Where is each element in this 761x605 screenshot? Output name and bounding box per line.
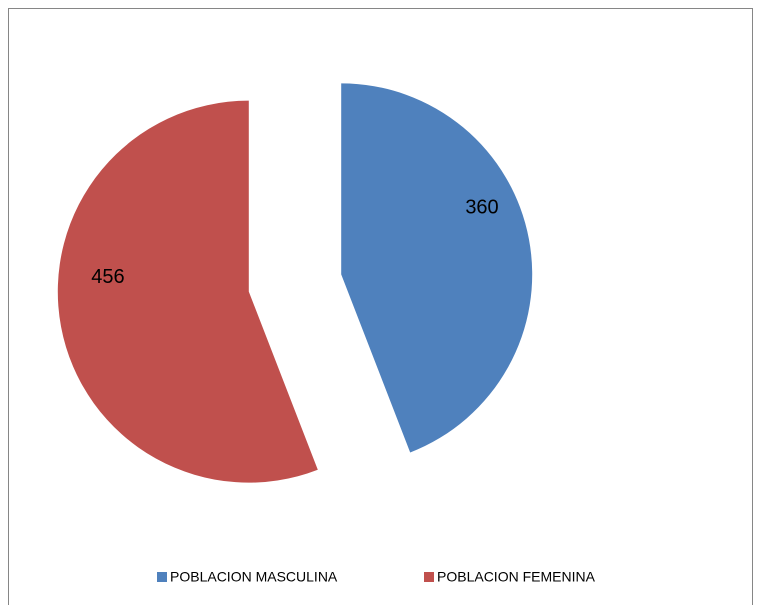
pie-slice xyxy=(57,100,318,483)
pie-slice xyxy=(341,83,533,453)
legend-label: POBLACION FEMENINA xyxy=(437,569,596,585)
data-label: 456 xyxy=(91,266,124,288)
legend-swatch xyxy=(424,572,434,582)
legend-swatch xyxy=(157,572,167,582)
legend-label: POBLACION MASCULINA xyxy=(170,569,338,585)
data-label: 360 xyxy=(465,196,498,218)
